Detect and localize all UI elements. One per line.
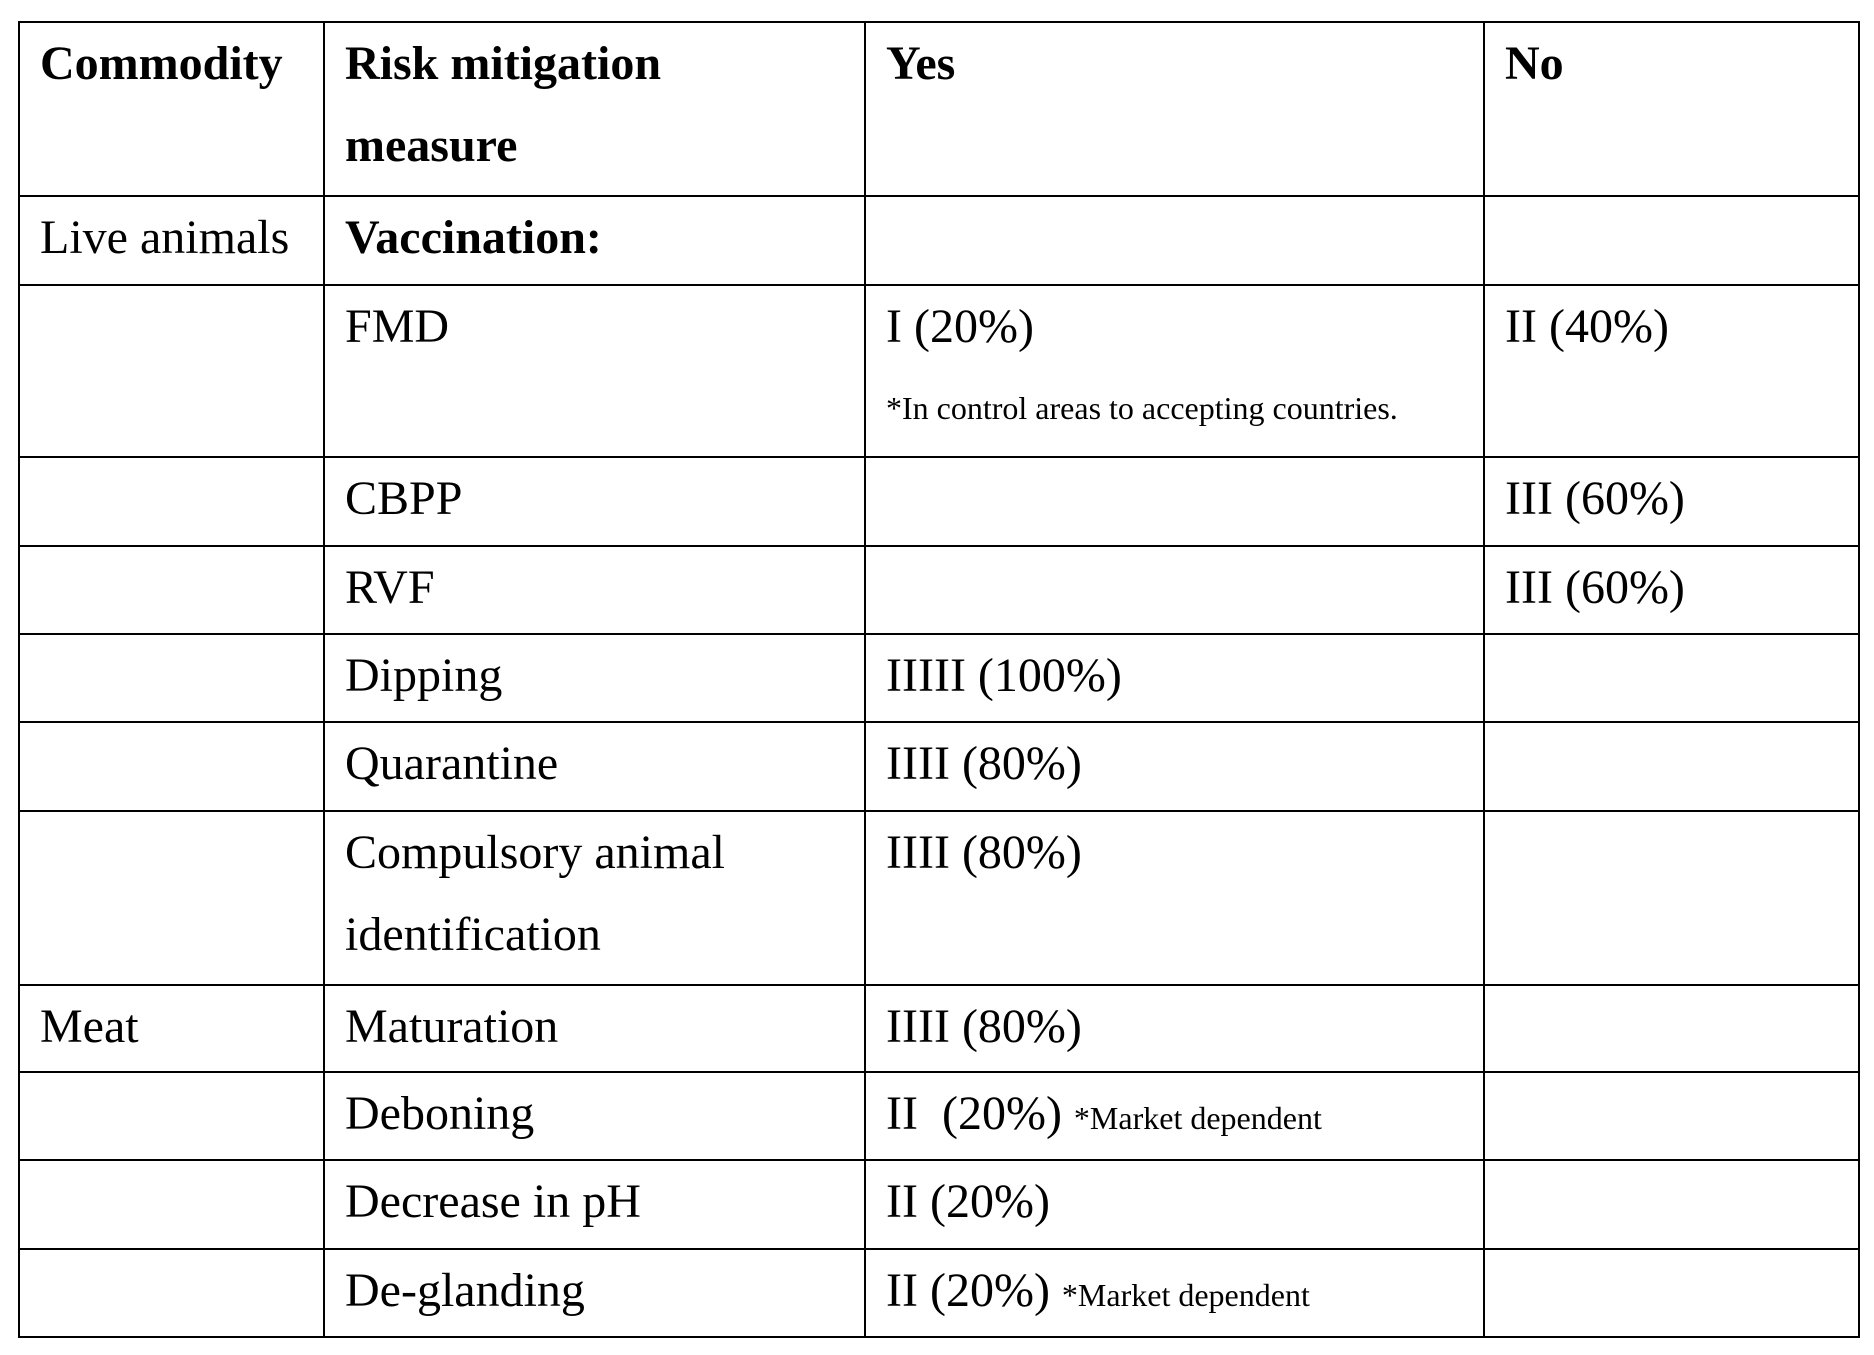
cell-note: *In control areas to accepting countries… [886, 390, 1398, 426]
table-cell [1483, 1159, 1860, 1250]
table-cell [1483, 810, 1860, 986]
header-cell: No [1483, 21, 1860, 197]
table-cell: III (60%) [1483, 545, 1860, 635]
table-row: Meat Maturation IIII (80%) [18, 984, 1860, 1073]
table-cell: II (20%) *Market dependent [864, 1071, 1485, 1161]
cell-text: I (20%) [886, 300, 1034, 353]
table-cell: Live animals [18, 195, 325, 286]
table-row: Compulsory animal identification IIII (80… [18, 810, 1860, 986]
table-cell [1483, 195, 1860, 286]
table-row: Live animals Vaccination: [18, 195, 1860, 286]
table-cell: IIII (80%) [864, 810, 1485, 986]
table-cell [864, 456, 1485, 547]
table-cell [1483, 1248, 1860, 1338]
cell-text: II (20%) [886, 1264, 1050, 1317]
header-row: Commodity Risk mitigation measure Yes No [18, 21, 1860, 197]
table-cell [18, 633, 325, 723]
cell-note: *Market dependent [1061, 1277, 1310, 1313]
header-cell: Commodity [18, 21, 325, 197]
table-cell: Maturation [323, 984, 866, 1073]
table-cell: FMD [323, 284, 866, 458]
table-cell: Vaccination: [323, 195, 866, 286]
table-cell [1483, 1071, 1860, 1161]
header-cell: Risk mitigation measure [323, 21, 866, 197]
table-cell: Meat [18, 984, 325, 1073]
table-row: Dipping IIIII (100%) [18, 633, 1860, 723]
table-row: Decrease in pH II (20%) [18, 1159, 1860, 1250]
table-cell [1483, 721, 1860, 812]
table-cell [18, 456, 325, 547]
table-cell: Quarantine [323, 721, 866, 812]
table-cell [18, 1071, 325, 1161]
table-cell [18, 545, 325, 635]
table-cell: I (20%) *In control areas to accepting co… [864, 284, 1485, 458]
risk-table: Commodity Risk mitigation measure Yes No Li… [18, 21, 1860, 1338]
cell-text: II (20%) [886, 1087, 1062, 1140]
table-cell [1483, 984, 1860, 1073]
table-cell: Dipping [323, 633, 866, 723]
table-cell: IIII (80%) [864, 984, 1485, 1073]
table-cell [864, 195, 1485, 286]
table-row: CBPP III (60%) [18, 456, 1860, 547]
table-cell [18, 1248, 325, 1338]
table-row: FMD I (20%) *In control areas to accepting… [18, 284, 1860, 458]
table-cell: III (60%) [1483, 456, 1860, 547]
table-cell: CBPP [323, 456, 866, 547]
table-cell: II (20%) [864, 1159, 1485, 1250]
header-cell: Yes [864, 21, 1485, 197]
table-cell [18, 1159, 325, 1250]
table-cell [18, 284, 325, 458]
cell-note: *Market dependent [1073, 1100, 1322, 1136]
table-cell [1483, 633, 1860, 723]
table-cell: IIII (80%) [864, 721, 1485, 812]
table-cell: De-glanding [323, 1248, 866, 1338]
table-cell: Decrease in pH [323, 1159, 866, 1250]
table-cell: II (20%) *Market dependent [864, 1248, 1485, 1338]
table-cell [18, 810, 325, 986]
table-cell: IIIII (100%) [864, 633, 1485, 723]
table-cell: Compulsory animal identification [323, 810, 866, 986]
table-cell: II (40%) [1483, 284, 1860, 458]
table-cell [18, 721, 325, 812]
table-row: Quarantine IIII (80%) [18, 721, 1860, 812]
table-row: RVF III (60%) [18, 545, 1860, 635]
table-cell [864, 545, 1485, 635]
table-cell: Deboning [323, 1071, 866, 1161]
table-cell: RVF [323, 545, 866, 635]
table-row: De-glanding II (20%) *Market dependent [18, 1248, 1860, 1338]
table-row: Deboning II (20%) *Market dependent [18, 1071, 1860, 1161]
